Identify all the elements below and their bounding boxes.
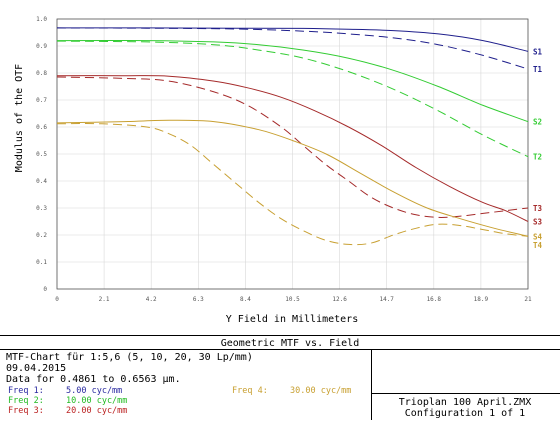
configuration-label: Configuration 1 of 1 bbox=[405, 408, 525, 419]
y-axis-label: Modulus of the OTF bbox=[14, 64, 25, 172]
series-label-t2: T2 bbox=[533, 153, 542, 162]
y-tick-label: 0.8 bbox=[36, 70, 47, 77]
curve-t4 bbox=[56, 123, 529, 246]
grid bbox=[56, 18, 529, 290]
lens-file-name: Trioplan 100 April.ZMX bbox=[399, 397, 531, 408]
y-tick-label: 0.3 bbox=[36, 205, 47, 212]
series-label-s1: S1 bbox=[533, 47, 543, 56]
curve-t1 bbox=[56, 27, 529, 70]
x-tick-label: 16.8 bbox=[427, 296, 442, 303]
curve-t3 bbox=[56, 76, 529, 218]
freq-label: Freq 3: bbox=[8, 406, 44, 416]
curve-t2 bbox=[56, 40, 529, 158]
x-tick-label: 10.5 bbox=[285, 296, 300, 303]
y-tick-label: 0.9 bbox=[36, 43, 47, 50]
freq-label: Freq 1: bbox=[8, 386, 44, 396]
plot-frame bbox=[56, 18, 529, 290]
y-tick-label: 0.4 bbox=[36, 178, 47, 185]
series-label-t1: T1 bbox=[533, 65, 543, 74]
freq-value: 5.00 cyc/mm bbox=[66, 386, 122, 396]
x-tick-label: 21 bbox=[524, 296, 532, 303]
frequency-list: Freq 1: 5.00 cyc/mm Freq 2: 10.00 cyc/mm Fre… bbox=[8, 386, 351, 416]
x-axis-label: Y Field in Millimeters bbox=[226, 314, 358, 325]
freq-label: Freq 4: bbox=[232, 386, 268, 396]
x-tick-label: 4.2 bbox=[146, 296, 157, 303]
series-label-t4: T4 bbox=[533, 241, 543, 250]
x-tick-label: 18.9 bbox=[474, 296, 489, 303]
series-label-t3: T3 bbox=[533, 204, 543, 213]
freq-value: 10.00 cyc/mm bbox=[66, 396, 127, 406]
mtf-curves bbox=[56, 27, 529, 246]
x-tick-label: 14.7 bbox=[379, 296, 394, 303]
freq-value: 20.00 cyc/mm bbox=[66, 406, 127, 416]
curve-s2 bbox=[56, 40, 529, 123]
series-label-s4: S4 bbox=[533, 232, 543, 241]
y-tick-label: 0.2 bbox=[36, 232, 47, 239]
x-tick-label: 0 bbox=[55, 296, 59, 303]
chart-date: 09.04.2015 bbox=[6, 363, 66, 374]
freq-label: Freq 2: bbox=[8, 396, 44, 406]
x-tick-label: 12.6 bbox=[332, 296, 347, 303]
x-tick-label: 2.1 bbox=[99, 296, 110, 303]
freq-value: 30.00 cyc/mm bbox=[290, 386, 351, 396]
series-label-s3: S3 bbox=[533, 218, 543, 227]
info-panel: Geometric MTF vs. Field MTF-Chart für 1:… bbox=[0, 335, 560, 420]
y-tick-label: 0.5 bbox=[36, 151, 47, 158]
x-tick-label: 8.4 bbox=[240, 296, 251, 303]
panel-title: Geometric MTF vs. Field bbox=[221, 338, 359, 349]
chart-description: MTF-Chart für 1:5,6 (5, 10, 20, 30 Lp/mm… bbox=[6, 352, 253, 363]
curve-s3 bbox=[56, 75, 529, 222]
y-tick-label: 0.1 bbox=[36, 259, 47, 266]
y-tick-label: 0 bbox=[43, 286, 47, 293]
curve-s4 bbox=[56, 119, 529, 237]
tick-labels: 0 2.1 4.2 6.3 8.4 10.5 12.6 14.7 16.8 18.9 21 0 0.1 0… bbox=[36, 16, 532, 303]
y-tick-label: 1.0 bbox=[36, 16, 47, 23]
series-label-s2: S2 bbox=[533, 118, 542, 127]
x-tick-label: 6.3 bbox=[193, 296, 204, 303]
wavelength-range: Data for 0.4861 to 0.6563 µm. bbox=[6, 374, 181, 385]
y-tick-label: 0.6 bbox=[36, 124, 47, 131]
y-tick-label: 0.7 bbox=[36, 97, 47, 104]
